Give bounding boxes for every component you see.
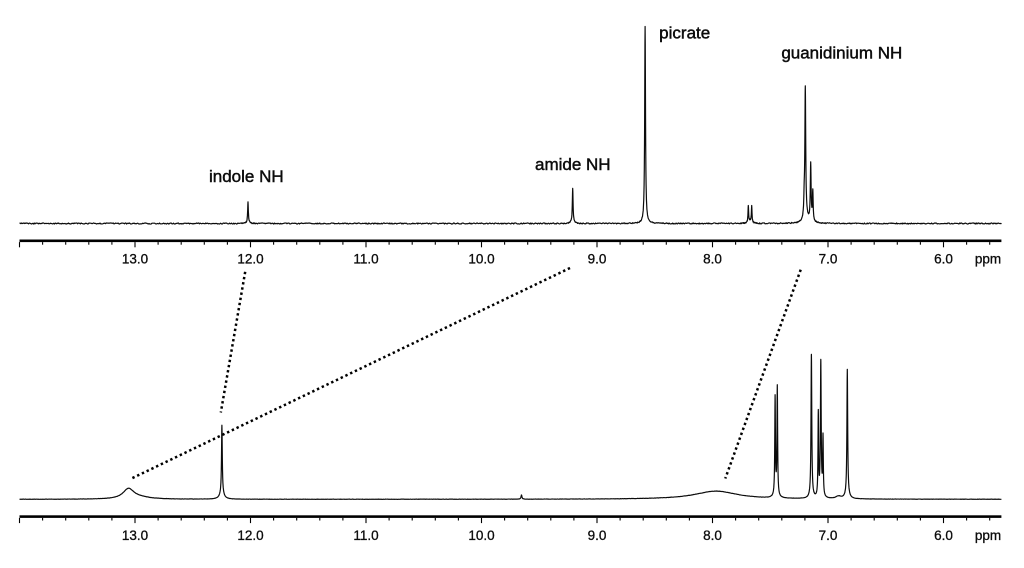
svg-text:11.0: 11.0 (353, 528, 378, 543)
svg-text:10.0: 10.0 (468, 528, 494, 543)
svg-text:6.0: 6.0 (934, 528, 953, 543)
svg-text:9.0: 9.0 (588, 252, 607, 267)
svg-text:ppm: ppm (975, 528, 1001, 543)
svg-text:indole NH: indole NH (209, 167, 284, 186)
svg-text:12.0: 12.0 (237, 252, 263, 267)
svg-text:13.0: 13.0 (122, 252, 148, 267)
svg-text:7.0: 7.0 (819, 528, 838, 543)
svg-text:7.0: 7.0 (819, 252, 838, 267)
svg-text:6.0: 6.0 (934, 252, 953, 267)
svg-text:8.0: 8.0 (703, 252, 722, 267)
svg-text:10.0: 10.0 (468, 252, 494, 267)
svg-text:guanidinium NH: guanidinium NH (781, 43, 902, 62)
svg-text:ppm: ppm (975, 252, 1001, 267)
svg-text:11.0: 11.0 (353, 252, 378, 267)
svg-text:9.0: 9.0 (588, 528, 607, 543)
svg-text:amide NH: amide NH (535, 155, 611, 174)
svg-text:13.0: 13.0 (122, 528, 148, 543)
svg-text:12.0: 12.0 (237, 528, 263, 543)
svg-text:picrate: picrate (659, 23, 710, 42)
svg-text:8.0: 8.0 (703, 528, 722, 543)
